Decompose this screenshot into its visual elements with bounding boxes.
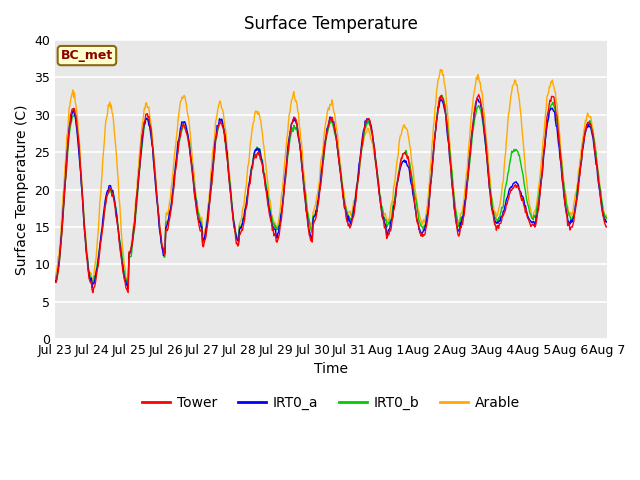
Title: Surface Temperature: Surface Temperature bbox=[244, 15, 418, 33]
X-axis label: Time: Time bbox=[314, 362, 348, 376]
Y-axis label: Surface Temperature (C): Surface Temperature (C) bbox=[15, 104, 29, 275]
Legend: Tower, IRT0_a, IRT0_b, Arable: Tower, IRT0_a, IRT0_b, Arable bbox=[136, 391, 525, 416]
Text: BC_met: BC_met bbox=[61, 49, 113, 62]
